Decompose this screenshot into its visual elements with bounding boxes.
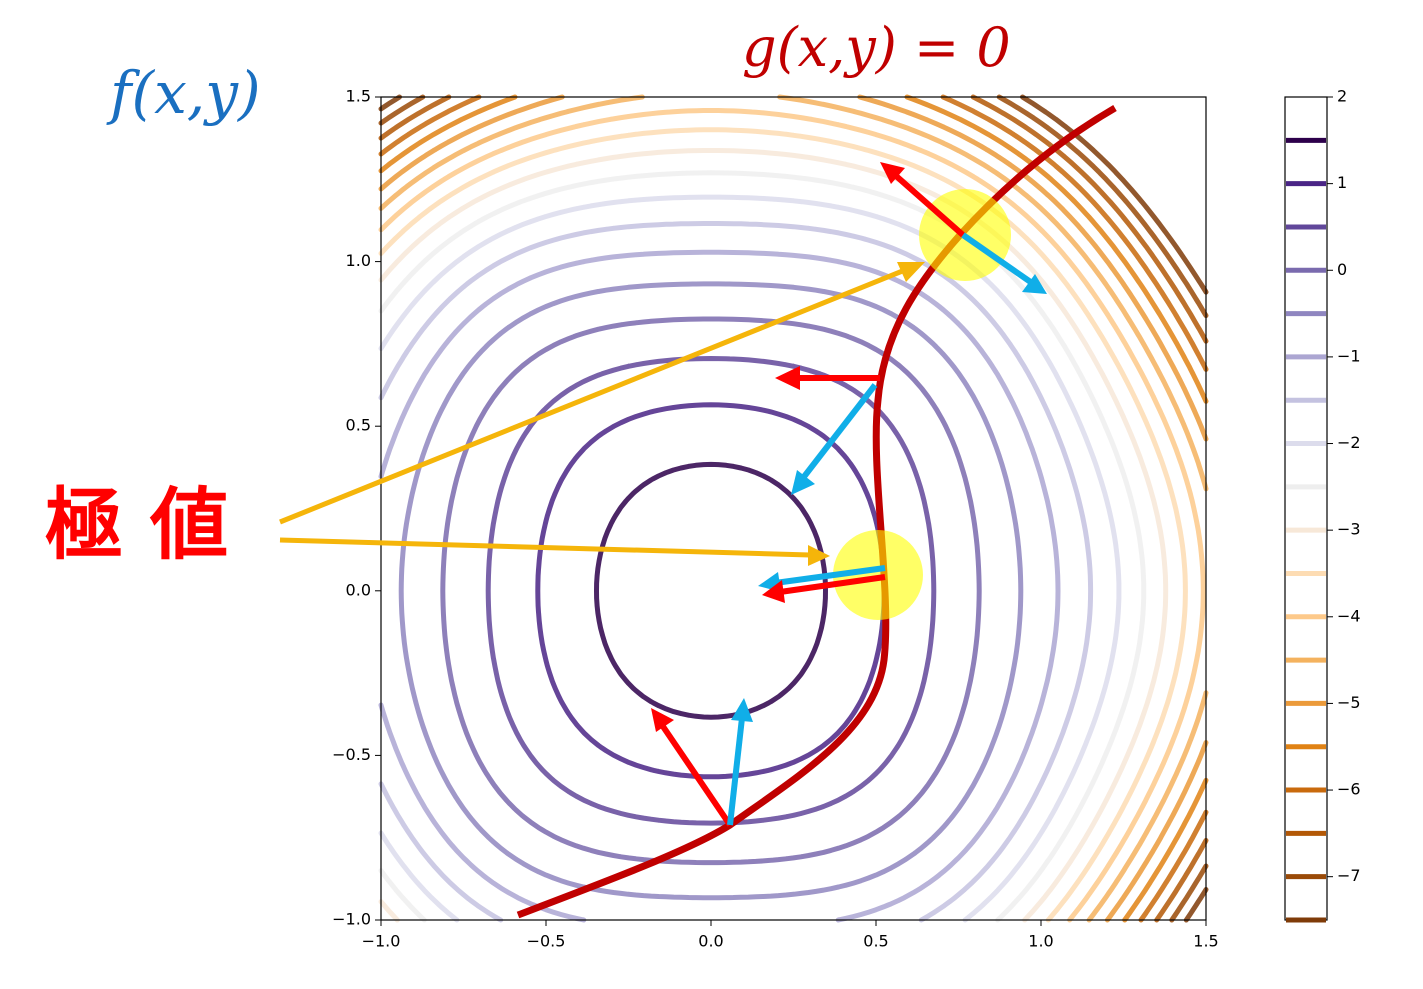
colorbar-tick-label: 2 [1337,87,1347,106]
contour-line [378,108,1206,923]
y-tick-label: −1.0 [332,910,371,929]
arrow-head [880,162,905,184]
arrow [779,574,886,595]
contour-line [535,402,887,780]
x-tick-label: 1.5 [1193,932,1218,951]
arrow [893,172,965,238]
arrow-head [651,708,674,732]
x-tick-label: 1.0 [1028,932,1053,951]
colorbar-tick-label: 0 [1337,260,1347,279]
y-tick-label: 0.0 [346,580,371,599]
arrow-head [791,470,815,495]
colorbar-frame [1284,96,1328,921]
contour-line [398,281,1024,901]
arrow [659,723,733,827]
colorbar-tick-label: −1 [1337,346,1361,365]
x-tick-label: 0.5 [863,932,888,951]
pointer-line [279,267,906,525]
y-tick-label: 1.0 [346,251,371,270]
extremum-label: 極 値 [45,480,228,570]
x-tick-label: 0.0 [698,932,723,951]
x-tick-label: −0.5 [527,932,566,951]
contour-line [378,94,1209,923]
y-tick-label: 1.5 [346,87,371,106]
colorbar-tick-label: −3 [1337,520,1361,539]
contour-layer [378,94,1209,923]
contour-line [378,94,1209,923]
arrow [800,383,878,480]
contour-line [378,94,1209,923]
colorbar-tick-label: −2 [1337,433,1361,452]
colorbar-tick-label: −4 [1337,606,1361,625]
colorbar-tick-label: −6 [1337,780,1361,799]
y-tick-label: −0.5 [332,745,371,764]
arrow [727,717,745,826]
arrow [961,232,1034,286]
pointer-head [897,262,925,282]
arrow [774,565,886,586]
contour-line [378,127,1188,923]
contour-line [594,461,828,720]
colorbar-tick-label: −7 [1337,866,1361,885]
colorbar-tick-label: −5 [1337,693,1361,712]
gradient-arrows [651,162,1047,827]
constraint-label: g(x,y) = 0 [742,16,1011,79]
arrow-head [775,366,800,390]
y-tick-label: 0.5 [346,416,371,435]
contour-line [378,194,1122,923]
contour-line [378,221,1094,923]
contour-line [378,94,1209,923]
pointer-head [808,545,830,566]
contour-line [378,148,1169,923]
plot-frame [380,96,1207,921]
annotations [279,104,1117,919]
arrow-head [1022,274,1047,294]
colorbar-tick-label: 1 [1337,173,1347,192]
arrow-head [731,698,753,722]
objective-label: f(x,y) [106,59,261,127]
contour-line [378,249,1061,923]
contour-line [378,94,1209,923]
pointer-line [279,537,811,558]
contour-line [485,356,937,826]
x-tick-label: −1.0 [362,932,401,951]
arrow-head [762,580,785,603]
